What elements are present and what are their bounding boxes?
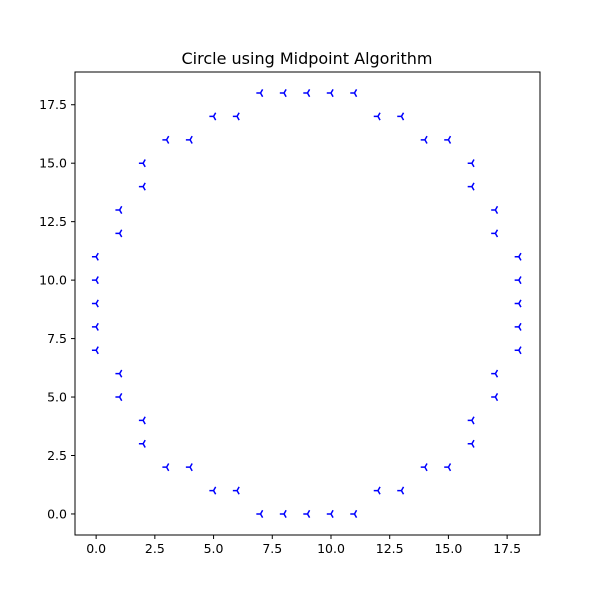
data-point: [209, 486, 217, 495]
y-tick-label: 2.5: [47, 448, 67, 463]
plot-frame: [74, 71, 541, 536]
data-point: [232, 486, 240, 495]
data-point: [91, 276, 99, 285]
x-tick-label: 17.5: [493, 541, 521, 556]
data-point: [185, 463, 193, 472]
y-tick-label: 0.0: [47, 506, 67, 521]
data-point: [514, 252, 522, 261]
data-point: [491, 205, 499, 214]
data-point: [232, 112, 240, 121]
data-point: [115, 369, 123, 378]
x-tick-label: 2.5: [145, 541, 165, 556]
data-point: [326, 89, 334, 98]
data-point: [138, 439, 146, 448]
data-point: [115, 205, 123, 214]
data-point: [373, 486, 381, 495]
plot-area: [91, 89, 522, 518]
data-point: [420, 463, 428, 472]
data-point: [491, 393, 499, 402]
data-point: [491, 229, 499, 238]
data-point: [91, 299, 99, 308]
x-tick-label: 0.0: [86, 541, 106, 556]
data-point: [138, 182, 146, 191]
data-point: [91, 252, 99, 261]
y-tick-label: 12.5: [39, 214, 67, 229]
x-tick-label: 10.0: [317, 541, 345, 556]
data-point: [209, 112, 217, 121]
data-point: [467, 159, 475, 168]
data-point: [303, 509, 311, 518]
x-tick-label: 7.5: [262, 541, 282, 556]
data-point: [303, 89, 311, 98]
y-tick-label: 7.5: [47, 331, 67, 346]
data-point: [91, 322, 99, 331]
data-point: [326, 509, 334, 518]
data-point: [373, 112, 381, 121]
data-point: [491, 369, 499, 378]
data-point: [514, 322, 522, 331]
data-point: [397, 112, 405, 121]
data-point: [514, 276, 522, 285]
data-point: [162, 135, 170, 144]
data-point: [138, 416, 146, 425]
data-point: [467, 416, 475, 425]
data-point: [91, 346, 99, 355]
data-point: [115, 229, 123, 238]
data-point: [279, 89, 287, 98]
data-point: [350, 89, 358, 98]
data-point: [467, 182, 475, 191]
data-point: [350, 509, 358, 518]
data-point: [279, 509, 287, 518]
data-point: [397, 486, 405, 495]
x-tick-label: 5.0: [204, 541, 224, 556]
data-point: [514, 299, 522, 308]
y-tick-label: 5.0: [47, 390, 67, 405]
y-tick-label: 15.0: [39, 156, 67, 171]
data-point: [115, 393, 123, 402]
y-tick-label: 17.5: [39, 97, 67, 112]
data-point: [467, 439, 475, 448]
data-point: [444, 463, 452, 472]
data-point: [138, 159, 146, 168]
data-point: [162, 463, 170, 472]
data-point: [514, 346, 522, 355]
data-point: [420, 135, 428, 144]
data-point: [256, 509, 264, 518]
x-tick-label: 12.5: [376, 541, 404, 556]
x-tick-label: 15.0: [434, 541, 462, 556]
data-point: [444, 135, 452, 144]
data-point: [185, 135, 193, 144]
y-axis: 0.0 2.5 5.0 7.5 10.0 12.5 15.0 17.5: [39, 97, 75, 521]
y-tick-label: 10.0: [39, 273, 67, 288]
x-axis: 0.0 2.5 5.0 7.5 10.0 12.5 15.0 17.5: [86, 535, 521, 556]
chart-title: Circle using Midpoint Algorithm: [182, 49, 433, 68]
data-point: [256, 89, 264, 98]
